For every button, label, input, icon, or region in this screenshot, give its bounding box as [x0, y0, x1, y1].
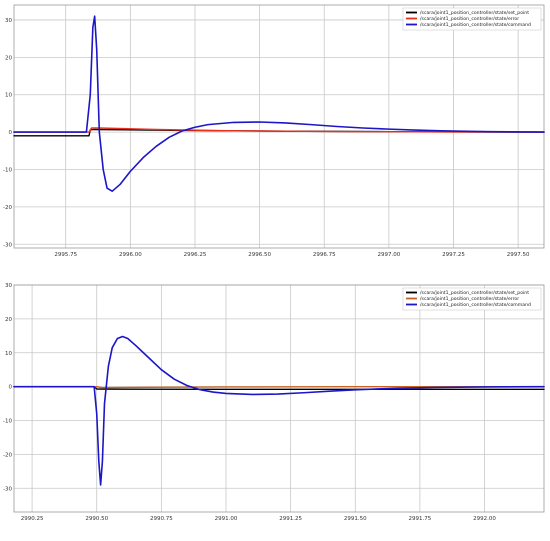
x-tick-label: 2997.50 — [507, 252, 530, 258]
x-tick-label: 2996.50 — [248, 252, 271, 258]
y-tick-label: 10 — [5, 351, 12, 357]
grid-layer — [14, 5, 544, 248]
x-tick-label: 2997.25 — [442, 252, 465, 258]
y-tick-label: 30 — [5, 283, 12, 289]
series-line — [13, 385, 545, 389]
x-tick-label: 2991.75 — [409, 516, 432, 522]
legend-label: /scara/joint1_position_controller/state/… — [420, 302, 531, 308]
legend-label: /scara/joint1_position_controller/state/… — [420, 16, 519, 22]
legend-box — [402, 7, 542, 31]
y-tick-label: -30 — [3, 486, 12, 492]
series-line — [13, 335, 545, 486]
y-tick-label: 0 — [9, 385, 13, 391]
x-tick-label: 2991.50 — [344, 516, 367, 522]
x-tick-label: 2995.75 — [54, 252, 77, 258]
legend-label: /scara/joint1_position_controller/state/… — [420, 22, 531, 28]
y-tick-label: -20 — [3, 452, 12, 458]
x-tick-label: 2990.75 — [150, 516, 173, 522]
y-tick-label: 0 — [9, 130, 13, 136]
plot-frame — [13, 284, 545, 513]
x-tick-label: 2997.00 — [378, 252, 401, 258]
legend-label: /scara/joint1_position_controller/state/… — [420, 10, 529, 16]
y-tick-label: -10 — [3, 419, 12, 425]
y-tick-layer: -30 -20 -10 0 10 20 30 — [3, 18, 12, 248]
series-line — [13, 15, 545, 192]
y-tick-label: 30 — [5, 18, 12, 24]
x-tick-label: 2991.00 — [215, 516, 238, 522]
y-tick-label: -20 — [3, 205, 12, 211]
y-tick-label: 20 — [5, 317, 12, 323]
x-tick-label: 2992.00 — [473, 516, 496, 522]
legend: /scara/joint1_position_controller/state/… — [402, 7, 542, 31]
legend-label: /scara/joint1_position_controller/state/… — [420, 296, 519, 302]
y-tick-layer: -30 -20 -10 0 10 20 30 — [3, 283, 12, 492]
x-tick-label: 2990.25 — [21, 516, 44, 522]
legend-box — [402, 287, 542, 311]
series-line — [13, 127, 545, 133]
y-tick-label: 20 — [5, 55, 12, 61]
series-layer — [13, 335, 545, 486]
legend-label: /scara/joint1_position_controller/state/… — [420, 290, 529, 296]
legend: /scara/joint1_position_controller/state/… — [402, 287, 542, 311]
x-tick-label: 2996.00 — [119, 252, 142, 258]
plot-frame — [13, 4, 545, 249]
series-layer — [13, 15, 545, 192]
y-tick-label: 10 — [5, 93, 12, 99]
y-tick-label: -30 — [3, 242, 12, 248]
x-tick-label: 2990.50 — [85, 516, 108, 522]
y-tick-label: -10 — [3, 167, 12, 173]
x-tick-label: 2996.25 — [184, 252, 207, 258]
x-tick-layer: 2995.75 2996.00 2996.25 2996.50 2996.75 2997.… — [54, 252, 530, 258]
x-tick-label: 2996.75 — [313, 252, 336, 258]
x-tick-layer: 2990.25 2990.50 2990.75 2991.00 2991.25 2991.… — [21, 516, 497, 522]
grid-layer — [14, 284, 544, 512]
x-tick-label: 2991.25 — [279, 516, 302, 522]
